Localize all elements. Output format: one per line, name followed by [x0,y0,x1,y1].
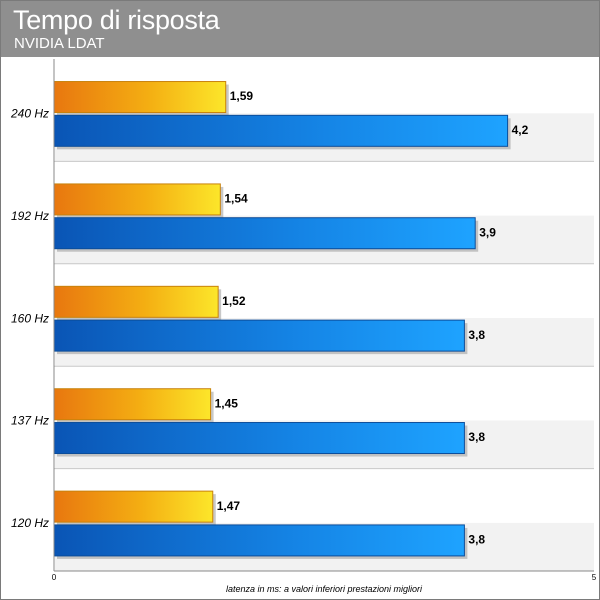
data-label: 1,47 [217,499,241,513]
category-label: 160 Hz [11,311,49,325]
blue-bar [53,524,465,557]
bar-layer [53,81,511,559]
category-label: 192 Hz [11,209,49,223]
chart-header: Tempo di risposta NVIDIA LDAT [1,1,599,57]
orange-bar [53,183,221,216]
x-tick-label: 5 [592,573,597,582]
data-label: 3,8 [468,533,485,547]
blue-bar [53,217,476,250]
blue-bar [53,114,509,147]
category-label: 240 Hz [10,106,49,120]
blue-bar [53,422,465,455]
category-label: 120 Hz [11,516,49,530]
blue-bar [53,319,465,352]
data-label: 1,54 [224,192,248,206]
data-label: 3,8 [468,328,485,342]
label-layer: 240 Hz 1,59 4,2 192 Hz 1,54 3,9 160 Hz 1,52 3,8 1… [10,89,529,546]
axis-layer: 0 5 latenza in ms: a valori inferiori pres… [52,59,597,594]
x-axis-title: latenza in ms: a valori inferiori presta… [226,584,423,594]
data-label: 1,52 [222,294,246,308]
orange-bar [53,81,227,114]
chart-subtitle: NVIDIA LDAT [14,35,105,52]
chart-title: Tempo di risposta [13,5,220,35]
orange-bar [53,490,214,523]
data-label: 1,45 [215,396,239,410]
orange-bar [53,388,212,421]
data-label: 3,8 [468,430,485,444]
x-tick-label: 0 [52,573,57,582]
data-label: 4,2 [512,123,529,137]
category-label: 137 Hz [11,414,49,428]
orange-bar [53,285,219,318]
data-label: 1,59 [230,89,254,103]
data-label: 3,9 [479,225,496,239]
